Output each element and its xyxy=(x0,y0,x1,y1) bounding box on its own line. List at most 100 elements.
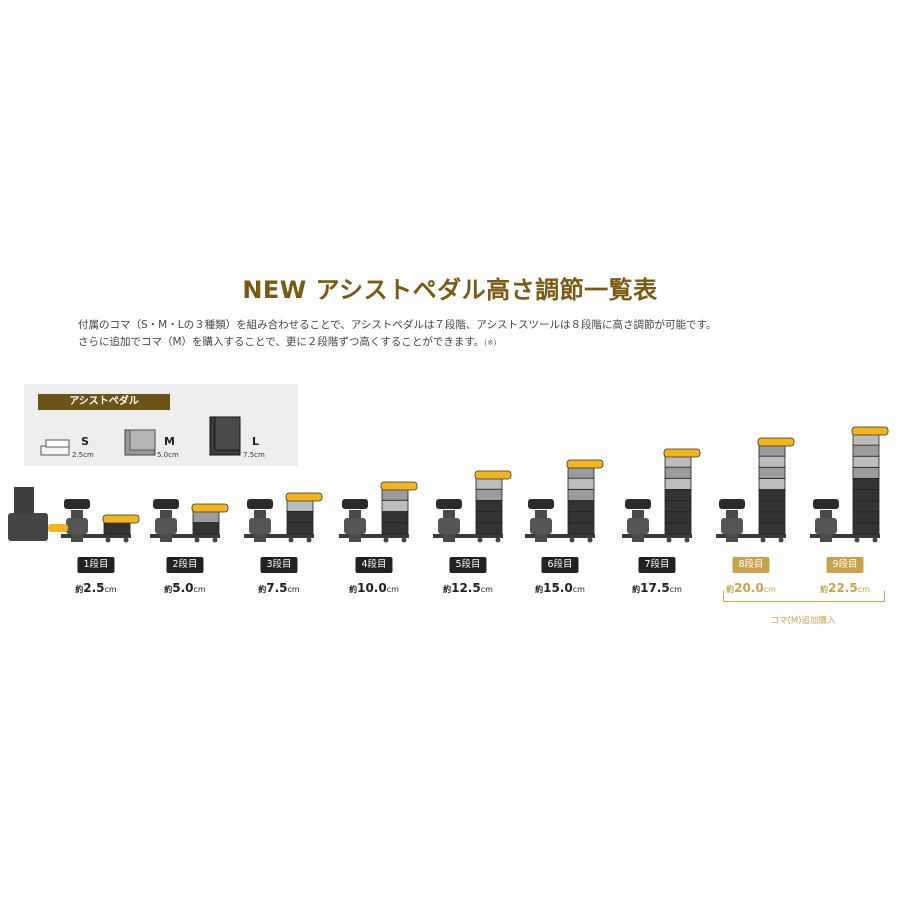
height-block xyxy=(192,510,220,523)
height-block xyxy=(475,522,503,535)
height-block xyxy=(852,455,880,468)
height-unit: cm xyxy=(669,585,682,594)
height-block xyxy=(475,499,503,512)
legend-s-letter: S xyxy=(81,435,89,448)
wheel-icon xyxy=(194,537,200,543)
approx-prefix: 約 xyxy=(726,585,735,594)
wheel-icon xyxy=(587,537,593,543)
height-value: 5.0 xyxy=(172,581,194,595)
height-block xyxy=(758,522,786,535)
stage-badge: 7段目 xyxy=(638,557,676,573)
base-plate xyxy=(433,534,503,538)
stool-pedal xyxy=(48,524,68,532)
pedal-top xyxy=(851,426,889,436)
height-block xyxy=(567,500,595,513)
description-line-2-text: さらに追加でコマ（M）を購入することで、更に２段階ずつ高くすることができます。 xyxy=(78,336,485,348)
stage-badge: 1段目 xyxy=(77,557,115,573)
height-block xyxy=(758,489,786,502)
height-value: 2.5 xyxy=(83,581,105,595)
height-block xyxy=(758,477,786,490)
legend-l-letter: L xyxy=(252,435,260,448)
block-s-icon xyxy=(40,439,70,456)
wheel-icon xyxy=(872,537,878,543)
height-block xyxy=(286,510,314,524)
height-block xyxy=(758,511,786,524)
pedal-top xyxy=(285,492,323,502)
height-block xyxy=(852,489,880,502)
base-plate xyxy=(716,534,786,538)
stage-height: 約22.5cm xyxy=(800,577,890,596)
wheel-icon xyxy=(477,537,483,543)
height-block xyxy=(286,522,314,535)
height-block xyxy=(381,522,409,535)
height-block xyxy=(567,466,595,479)
height-block xyxy=(664,489,692,501)
height-block xyxy=(664,466,692,479)
wheel-icon xyxy=(383,537,389,543)
height-block xyxy=(381,488,409,501)
wheel-icon xyxy=(401,537,407,543)
knob-body xyxy=(249,518,271,534)
height-block xyxy=(475,488,503,501)
height-block xyxy=(475,511,503,524)
knob-body xyxy=(530,518,552,534)
legend-m-letter: M xyxy=(164,435,175,448)
knob-icon xyxy=(528,499,554,509)
wheel-icon xyxy=(212,537,218,543)
height-block xyxy=(664,477,692,490)
height-unit: cm xyxy=(193,585,206,594)
block-size-legend: アシストペダル S 2.5cm M 5.0cm L 7.5cm xyxy=(24,384,298,466)
approx-prefix: 約 xyxy=(164,585,173,594)
height-block xyxy=(852,522,880,535)
wheel-icon xyxy=(684,537,690,543)
wheel-icon xyxy=(105,537,111,543)
height-value: 10.0 xyxy=(357,581,387,595)
stage-badge: 5段目 xyxy=(449,557,487,573)
base-plate xyxy=(244,534,314,538)
block-l-icon xyxy=(209,416,241,456)
height-unit: cm xyxy=(572,585,585,594)
pedal-top xyxy=(663,448,701,458)
height-block xyxy=(475,477,503,490)
description-line-1: 付属のコマ（S・M・Lの３種類）を組み合わせることで、アシストペダルは７段階、ア… xyxy=(78,319,717,331)
height-block xyxy=(381,499,409,512)
height-block xyxy=(664,511,692,524)
height-block xyxy=(852,444,880,457)
knob-icon xyxy=(153,499,179,509)
wheel-icon xyxy=(288,537,294,543)
approx-prefix: 約 xyxy=(632,585,641,594)
base-plate xyxy=(150,534,220,538)
knob-icon xyxy=(813,499,839,509)
stool-base xyxy=(8,513,48,541)
height-unit: cm xyxy=(857,585,870,594)
height-value: 20.0 xyxy=(734,581,764,595)
height-block xyxy=(758,455,786,468)
wheel-icon xyxy=(778,537,784,543)
knob-body xyxy=(815,518,837,534)
pedal-top xyxy=(102,514,140,524)
description-line-2: さらに追加でコマ（M）を購入することで、更に２段階ずつ高くすることができます。(… xyxy=(78,334,878,349)
height-block xyxy=(664,500,692,513)
wheel-icon xyxy=(306,537,312,543)
height-value: 15.0 xyxy=(543,581,573,595)
base-plate xyxy=(810,534,880,538)
wheel-icon xyxy=(495,537,501,543)
wheel-icon xyxy=(760,537,766,543)
height-unit: cm xyxy=(287,585,300,594)
height-unit: cm xyxy=(386,585,399,594)
height-block xyxy=(664,455,692,468)
knob-body xyxy=(721,518,743,534)
knob-icon xyxy=(625,499,651,509)
height-block xyxy=(103,521,131,535)
base-plate xyxy=(339,534,409,538)
legend-tag: アシストペダル xyxy=(38,394,170,410)
stage-badge: 9段目 xyxy=(826,557,864,573)
footnote-mark: (※) xyxy=(484,338,497,347)
extra-purchase-label: コマ(M)追加購入 xyxy=(770,616,836,626)
height-block xyxy=(852,500,880,513)
page-title: NEW アシストペダル高さ調節一覧表 xyxy=(242,276,658,304)
pedal-top xyxy=(191,503,229,513)
height-unit: cm xyxy=(480,585,493,594)
pedal-top xyxy=(757,437,795,447)
height-block xyxy=(758,466,786,479)
